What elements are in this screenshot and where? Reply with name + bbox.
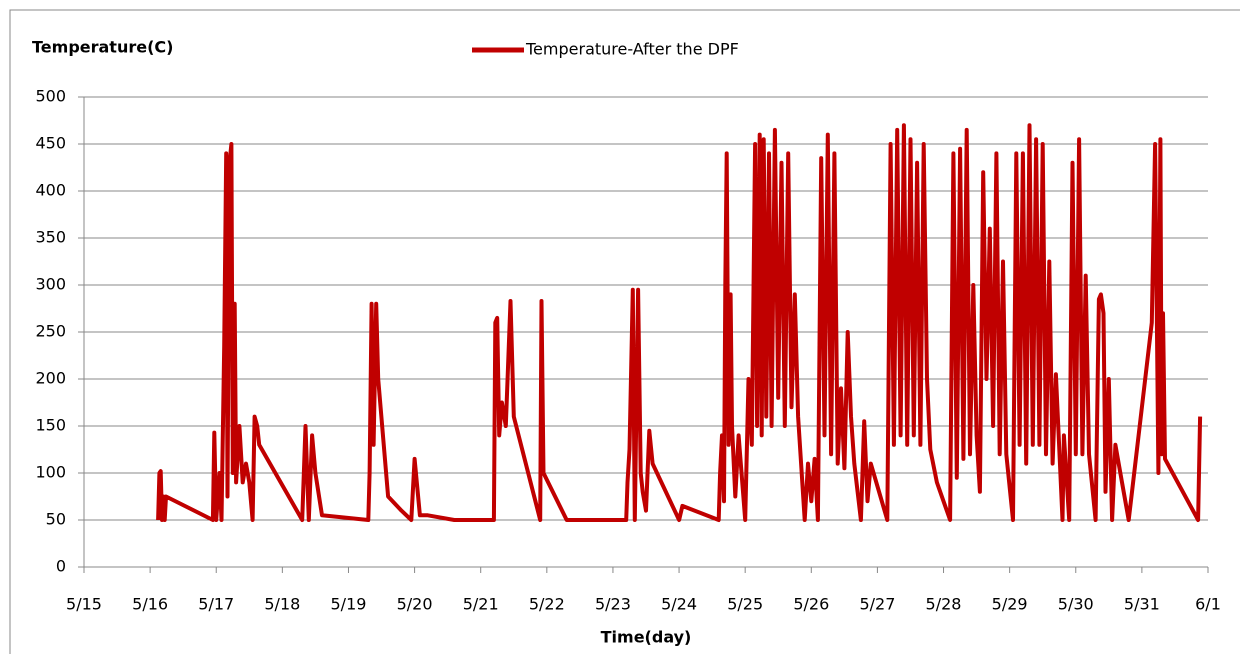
x-tick-label: 5/24	[661, 595, 697, 614]
y-tick-label: 250	[35, 322, 66, 341]
y-tick-label: 350	[35, 228, 66, 247]
x-tick-label: 5/30	[1058, 595, 1094, 614]
x-tick-label: 5/22	[529, 595, 565, 614]
y-tick-label: 50	[46, 510, 66, 529]
y-tick-label: 300	[35, 275, 66, 294]
x-tick-label: 5/29	[992, 595, 1028, 614]
legend-label: Temperature-After the DPF	[525, 40, 739, 59]
x-tick-label: 5/18	[264, 595, 300, 614]
x-tick-label: 5/28	[926, 595, 962, 614]
y-tick-label: 150	[35, 416, 66, 435]
x-tick-label: 5/15	[66, 595, 102, 614]
y-tick-label: 0	[56, 557, 66, 576]
y-axis-label: Temperature(C)	[32, 38, 173, 57]
x-tick-label: 6/1	[1195, 595, 1221, 614]
chart-frame	[9, 9, 1240, 654]
y-tick-label: 100	[35, 463, 66, 482]
y-tick-label: 500	[35, 87, 66, 106]
x-tick-label: 5/16	[132, 595, 168, 614]
x-tick-label: 5/25	[727, 595, 763, 614]
y-tick-label: 400	[35, 181, 66, 200]
x-tick-label: 5/26	[793, 595, 829, 614]
x-tick-label: 5/23	[595, 595, 631, 614]
x-tick-label: 5/17	[198, 595, 234, 614]
x-axis-label: Time(day)	[601, 628, 692, 647]
y-tick-label: 200	[35, 369, 66, 388]
x-tick-label: 5/31	[1124, 595, 1160, 614]
x-tick-label: 5/21	[463, 595, 499, 614]
x-tick-label: 5/27	[859, 595, 895, 614]
y-tick-label: 450	[35, 134, 66, 153]
x-tick-label: 5/20	[397, 595, 433, 614]
data-line	[156, 123, 1203, 522]
x-tick-label: 5/19	[331, 595, 367, 614]
